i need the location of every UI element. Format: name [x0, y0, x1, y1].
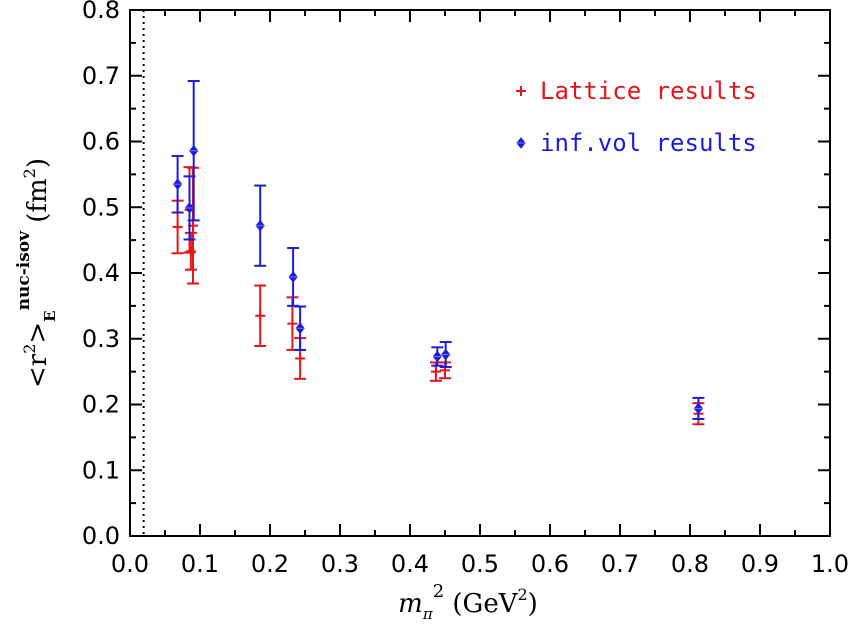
- legend-item-infvol: inf.vol results: [516, 129, 757, 157]
- data-point-plus: [287, 318, 298, 329]
- x-tick-label: 0.7: [601, 550, 639, 578]
- data-point-diamond: [295, 322, 305, 335]
- y-tick-label: 0.8: [82, 0, 120, 24]
- series-layer: [171, 80, 705, 426]
- data-point-plus: [255, 310, 266, 321]
- y-tick-label: 0.3: [82, 325, 120, 353]
- y-tick-label: 0.2: [82, 391, 120, 419]
- x-tick-label: 0.8: [671, 550, 709, 578]
- data-point-diamond: [693, 402, 704, 415]
- y-tick-label: 0.5: [82, 193, 120, 221]
- x-tick-label: 0.9: [741, 550, 779, 578]
- legend-diamond-symbol: [516, 137, 526, 149]
- legend-marker-diamond: [516, 137, 526, 149]
- legend-label-lattice: Lattice results: [540, 77, 757, 105]
- x-tick-label: 0.1: [181, 550, 219, 578]
- data-point-diamond: [255, 219, 265, 232]
- data-point-diamond: [432, 350, 442, 363]
- y-tick-labels: 0.0 0.1 0.2 0.3 0.4 0.5 0.6 0.7 0.8: [82, 0, 120, 550]
- x-tick-label: 0.2: [251, 550, 289, 578]
- legend-plus-symbol: [516, 86, 526, 96]
- data-point-diamond: [184, 202, 195, 214]
- data-point-diamond: [288, 271, 298, 283]
- y-axis-label: <r2>Enuc-isov (fm2): [14, 158, 59, 388]
- data-point-diamond: [172, 178, 183, 191]
- axis-ticks: [129, 9, 831, 537]
- series-lattice: [171, 166, 705, 426]
- y-tick-label: 0.0: [82, 522, 120, 550]
- legend-marker-plus: [516, 86, 526, 96]
- data-point-plus: [430, 366, 441, 377]
- y-tick-label: 0.4: [82, 259, 120, 287]
- legend-label-infvol: inf.vol results: [540, 129, 757, 157]
- x-tick-label: 0.5: [461, 550, 499, 578]
- x-tick-label: 0.0: [111, 550, 149, 578]
- x-tick-label: 0.3: [321, 550, 359, 578]
- y-tick-label: 0.7: [82, 62, 120, 90]
- data-point-plus: [185, 246, 196, 257]
- series-infvol: [171, 80, 705, 420]
- data-point-diamond: [441, 348, 451, 361]
- y-tick-label: 0.1: [82, 456, 120, 484]
- data-point-plus: [295, 353, 306, 364]
- x-tick-label: 0.6: [531, 550, 569, 578]
- data-point-plus: [172, 221, 183, 232]
- x-tick-labels: 0.0 0.1 0.2 0.3 0.4 0.5 0.6 0.7 0.8 0.9 1.0: [111, 550, 849, 578]
- legend: Lattice results inf.vol results: [516, 77, 757, 157]
- y-tick-label: 0.6: [82, 128, 120, 156]
- x-axis-label: mπ2 (GeV2): [398, 581, 538, 623]
- legend-item-lattice: Lattice results: [516, 77, 757, 105]
- x-tick-label: 0.4: [391, 550, 429, 578]
- x-tick-label: 1.0: [811, 550, 849, 578]
- data-point-diamond: [189, 144, 199, 157]
